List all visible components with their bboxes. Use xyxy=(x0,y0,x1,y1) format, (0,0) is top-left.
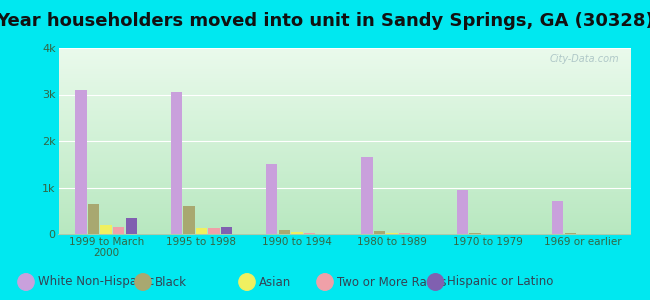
Bar xyxy=(221,227,233,234)
Text: Asian: Asian xyxy=(259,275,291,289)
Bar xyxy=(411,233,423,234)
Bar xyxy=(399,233,410,234)
Bar xyxy=(183,206,194,234)
Bar xyxy=(482,233,493,234)
Bar xyxy=(125,218,137,234)
Text: White Non-Hispanic: White Non-Hispanic xyxy=(38,275,154,289)
Bar xyxy=(469,233,480,234)
Bar xyxy=(196,228,207,234)
Bar xyxy=(291,232,302,234)
Bar xyxy=(565,233,576,234)
Text: Two or More Races: Two or More Races xyxy=(337,275,446,289)
Text: Hispanic or Latino: Hispanic or Latino xyxy=(447,275,554,289)
Bar xyxy=(456,190,468,234)
Bar xyxy=(88,204,99,234)
Text: Black: Black xyxy=(155,275,187,289)
Bar xyxy=(170,92,182,234)
Text: City-Data.com: City-Data.com xyxy=(549,54,619,64)
Bar xyxy=(209,228,220,234)
Bar xyxy=(304,233,315,234)
Text: Year householders moved into unit in Sandy Springs, GA (30328): Year householders moved into unit in San… xyxy=(0,12,650,30)
Bar xyxy=(317,233,328,234)
Bar xyxy=(552,202,564,234)
Bar xyxy=(279,230,290,234)
Bar xyxy=(577,233,588,234)
Bar xyxy=(75,90,86,234)
Bar xyxy=(101,225,112,234)
Bar xyxy=(113,227,124,234)
Bar xyxy=(266,164,278,234)
Bar xyxy=(374,231,385,234)
Bar xyxy=(361,157,372,234)
Bar xyxy=(387,232,398,234)
